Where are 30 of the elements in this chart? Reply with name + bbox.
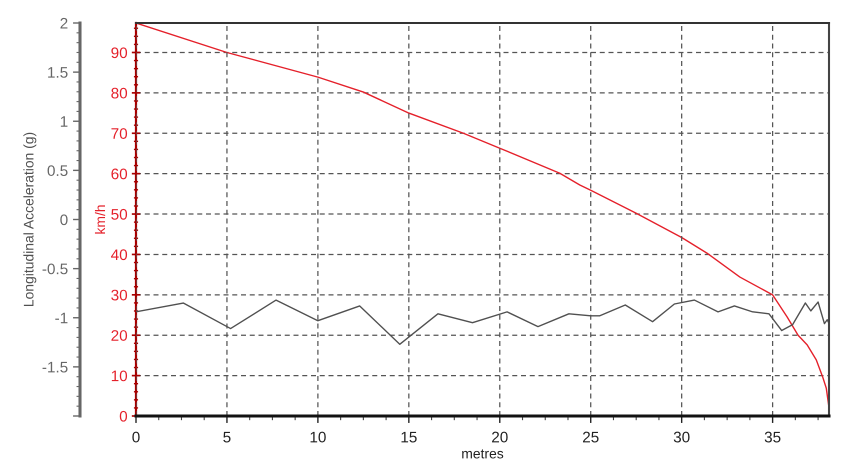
y2-axis-title: km/h <box>94 205 106 234</box>
y-tick-label: 1.5 <box>48 67 68 78</box>
y2-tick-label: 30 <box>111 290 128 301</box>
x-tick-label: 35 <box>764 432 780 442</box>
x-tick-label: 5 <box>223 432 231 442</box>
x-tick-label: 15 <box>402 432 417 442</box>
y2-tick-label: 80 <box>111 88 128 99</box>
x-tick-label: 10 <box>310 432 326 442</box>
x-tick-label: 20 <box>492 432 508 442</box>
y2-tick-label: 60 <box>111 168 128 180</box>
line-series <box>136 23 829 406</box>
y2-tick-label: 20 <box>111 330 128 341</box>
x-tick-label: 25 <box>582 432 599 442</box>
y2-tick-label: 70 <box>111 128 128 139</box>
y-tick-label: -1.5 <box>42 362 68 373</box>
y-tick-label: 0 <box>60 214 68 226</box>
y-tick-label: -1 <box>55 312 68 324</box>
y-tick-label: 1 <box>60 116 68 127</box>
y-tick-label: -0.5 <box>42 263 68 274</box>
y-axis-title: Longitudinal Acceleration (g) <box>23 132 36 306</box>
y2-tick-label: 0 <box>120 410 128 422</box>
y2-tick-label: 40 <box>111 249 128 260</box>
y-tick-label: 0.5 <box>48 165 68 176</box>
x-tick-label: 0 <box>132 432 140 442</box>
y2-tick-label: 50 <box>111 208 128 220</box>
y2-tick-label: 90 <box>111 47 128 58</box>
y2-tick-label: 10 <box>112 370 128 382</box>
x-tick-label: 30 <box>674 432 690 442</box>
x-axis-title: metres <box>462 449 504 458</box>
y-tick-label: 2 <box>60 18 68 29</box>
